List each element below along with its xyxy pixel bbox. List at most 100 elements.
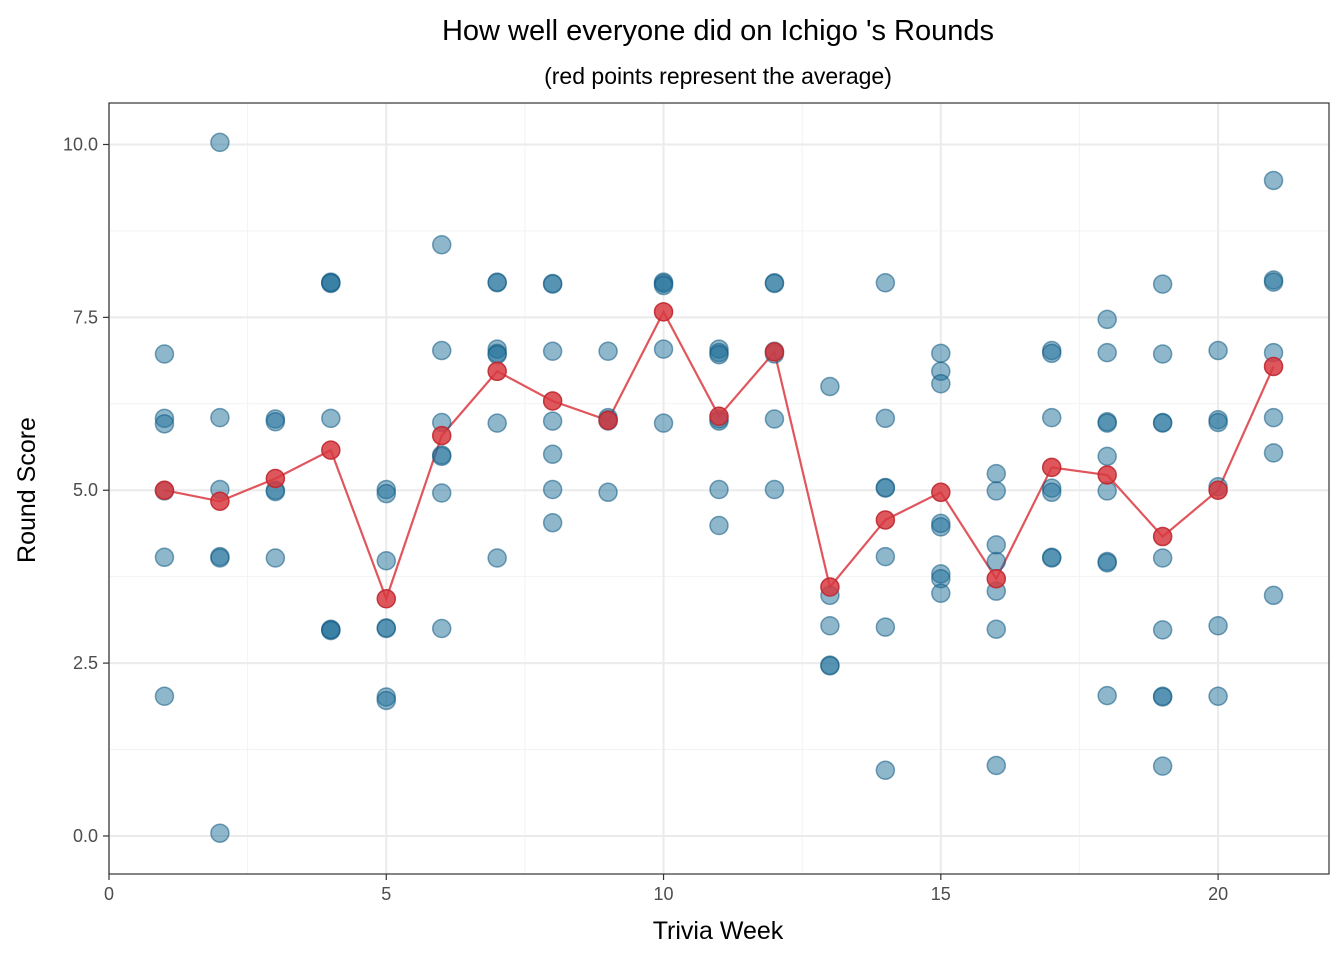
score-point [709, 344, 729, 365]
score-point [986, 535, 1007, 555]
score-point [265, 412, 286, 432]
score-point [1263, 443, 1284, 463]
score-point [1263, 585, 1284, 606]
score-point [431, 446, 452, 467]
score-point [1097, 309, 1117, 330]
score-point [210, 548, 230, 568]
average-point [931, 482, 951, 503]
score-point [376, 551, 397, 571]
average-point [265, 468, 286, 489]
score-point [542, 411, 563, 431]
score-point [875, 546, 896, 567]
score-point [321, 620, 341, 640]
x-tick-label: 15 [931, 884, 951, 904]
score-point [875, 478, 896, 498]
score-point [431, 618, 452, 639]
score-point [321, 273, 341, 293]
score-point [1097, 685, 1117, 706]
score-point [875, 617, 896, 637]
score-point [154, 547, 175, 568]
y-tick-label: 5.0 [73, 480, 98, 500]
score-point [1152, 687, 1173, 707]
score-point [1263, 170, 1284, 191]
score-point [376, 483, 397, 504]
score-point [1152, 274, 1173, 294]
average-point [875, 510, 896, 530]
score-point [986, 481, 1007, 501]
score-point [542, 274, 563, 294]
score-point [431, 235, 452, 255]
y-tick-label: 7.5 [73, 307, 98, 327]
x-axis-title: Trivia Week [653, 917, 784, 945]
score-point [1097, 446, 1117, 467]
score-point [154, 344, 175, 364]
score-point [709, 515, 729, 536]
average-point [986, 568, 1007, 589]
x-tick-label: 0 [104, 884, 114, 904]
score-point [931, 373, 951, 394]
score-point [1041, 343, 1062, 364]
score-point [653, 413, 674, 433]
score-point [154, 686, 175, 707]
score-point [1208, 412, 1228, 433]
score-point [376, 618, 397, 639]
average-points [154, 302, 1284, 609]
score-point [1041, 482, 1062, 503]
average-point [321, 440, 341, 460]
score-point [210, 823, 230, 843]
score-point [542, 341, 563, 361]
score-point [1152, 344, 1173, 364]
average-point [653, 302, 674, 322]
average-point [487, 361, 507, 382]
score-point [1097, 342, 1117, 363]
score-point [820, 616, 840, 636]
score-point [764, 479, 785, 500]
score-point [431, 483, 452, 503]
score-point [542, 444, 563, 465]
score-point [1041, 548, 1062, 568]
score-point [1152, 620, 1173, 640]
score-point [1097, 413, 1117, 433]
average-point [820, 577, 840, 597]
average-point [431, 425, 452, 446]
average-point [376, 589, 397, 609]
score-point [154, 414, 175, 434]
average-point [542, 391, 563, 411]
score-point [653, 339, 674, 359]
x-tick-label: 10 [654, 884, 674, 904]
chart-title: How well everyone did on Ichigo 's Round… [442, 15, 994, 47]
chart-subtitle: (red points represent the average) [544, 63, 892, 89]
score-point [321, 408, 341, 429]
score-point [875, 760, 896, 781]
average-point [764, 342, 785, 362]
score-point [875, 408, 896, 429]
score-point [986, 551, 1007, 572]
score-point [820, 376, 840, 397]
average-point [1263, 356, 1284, 377]
y-tick-label: 2.5 [73, 653, 98, 673]
score-point [931, 583, 951, 604]
score-point [820, 656, 840, 676]
score-point [986, 619, 1007, 639]
score-point [875, 273, 896, 293]
score-point [653, 275, 674, 296]
score-point [487, 548, 507, 568]
score-point [986, 755, 1007, 776]
y-tick-label: 0.0 [73, 826, 98, 846]
score-point [542, 479, 563, 500]
average-point [1097, 465, 1117, 485]
panel-border [108, 102, 1330, 875]
score-point [431, 340, 452, 361]
score-point [1208, 686, 1228, 707]
score-point [764, 273, 785, 294]
score-point [1041, 407, 1062, 428]
score-point [1263, 272, 1284, 292]
average-point [1208, 480, 1228, 500]
score-point [1263, 407, 1284, 428]
average-point [210, 491, 230, 512]
x-tick-label: 20 [1208, 884, 1228, 904]
score-point [931, 517, 951, 537]
x-tick-label: 5 [381, 884, 391, 904]
y-tick-label: 10.0 [63, 134, 98, 154]
